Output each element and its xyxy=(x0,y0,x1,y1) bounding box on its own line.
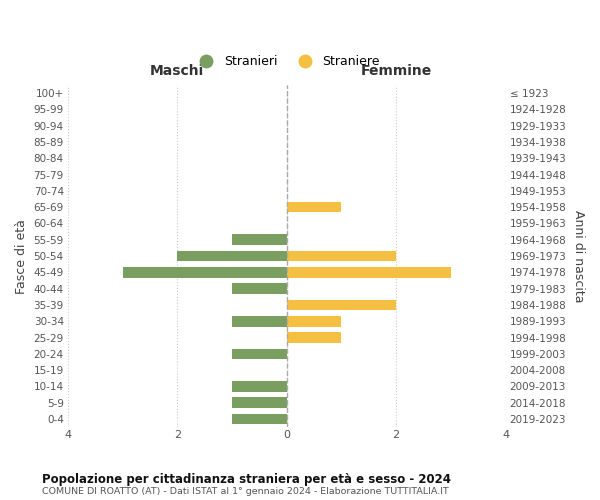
Bar xyxy=(287,202,341,212)
Bar xyxy=(232,398,287,408)
Bar xyxy=(232,234,287,245)
Legend: Stranieri, Straniere: Stranieri, Straniere xyxy=(189,50,385,73)
Bar xyxy=(232,414,287,424)
Bar xyxy=(232,284,287,294)
Bar xyxy=(178,251,287,262)
Bar xyxy=(287,316,341,326)
Bar xyxy=(287,267,451,278)
Bar xyxy=(287,300,396,310)
Y-axis label: Anni di nascita: Anni di nascita xyxy=(572,210,585,302)
Bar xyxy=(232,316,287,326)
Y-axis label: Fasce di età: Fasce di età xyxy=(15,218,28,294)
Text: Femmine: Femmine xyxy=(361,64,432,78)
Bar xyxy=(232,381,287,392)
Bar xyxy=(287,251,396,262)
Bar xyxy=(232,348,287,359)
Text: Maschi: Maschi xyxy=(150,64,205,78)
Bar xyxy=(287,332,341,343)
Text: Popolazione per cittadinanza straniera per età e sesso - 2024: Popolazione per cittadinanza straniera p… xyxy=(42,472,451,486)
Text: COMUNE DI ROATTO (AT) - Dati ISTAT al 1° gennaio 2024 - Elaborazione TUTTITALIA.: COMUNE DI ROATTO (AT) - Dati ISTAT al 1°… xyxy=(42,488,449,496)
Bar xyxy=(122,267,287,278)
